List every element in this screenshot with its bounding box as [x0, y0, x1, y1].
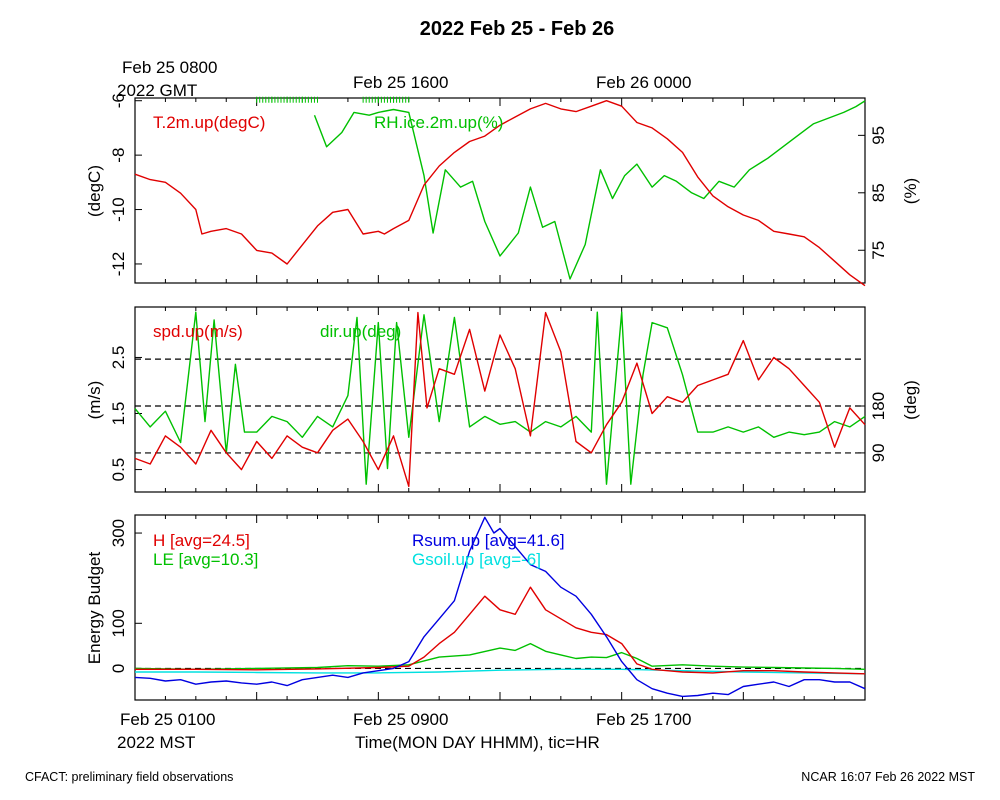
- y-tick-label: 0: [109, 664, 128, 673]
- panel2-left-axis-label: (m/s): [85, 381, 104, 420]
- figure-title: 2022 Feb 25 - Feb 26: [420, 18, 615, 40]
- panel2-time-ticks: [134, 307, 866, 492]
- y-tick-label: -12: [109, 252, 128, 277]
- y-tick-label: 300: [109, 519, 128, 547]
- footer-left: CFACT: preliminary field observations: [25, 770, 233, 784]
- panel1-legend-rh: RH.ice.2m.up(%): [374, 113, 503, 132]
- y-tick-label: 0.5: [109, 458, 128, 482]
- bottom-axis-label-2: Feb 25 0900: [353, 710, 448, 729]
- panel1-left-axis-label: (degC): [85, 165, 104, 217]
- y-tick-label: -8: [109, 148, 128, 163]
- gsoil-series-line: [135, 668, 866, 675]
- panel3-legend-gsoil: Gsoil.up [avg=-6]: [412, 550, 541, 569]
- y-tick-label: 75: [869, 241, 888, 260]
- temperature-series-line: [134, 99, 866, 287]
- direction-series-line: [134, 311, 866, 485]
- y-tick-label: 90: [869, 443, 888, 462]
- panel1-right-y-ticks: 95 85 75: [858, 126, 888, 260]
- panel1-right-axis-label: (%): [901, 178, 920, 204]
- panel1-series: [134, 96, 866, 287]
- y-tick-label: -10: [109, 197, 128, 222]
- y-tick-label: 180: [869, 392, 888, 420]
- bottom-axis-label-3: Feb 25 1700: [596, 710, 691, 729]
- panel3-legend-le: LE [avg=10.3]: [153, 550, 258, 569]
- y-tick-label: 1.5: [109, 402, 128, 426]
- top-axis-tz-label: 2022 GMT: [117, 81, 197, 100]
- le-series-line: [134, 642, 866, 670]
- top-axis-label-2: Feb 25 1600: [353, 73, 448, 92]
- speed-series-line: [134, 311, 866, 488]
- panel2-legend-speed: spd.up(m/s): [153, 322, 243, 341]
- bottom-axis-label-1: Feb 25 0100: [120, 710, 215, 729]
- panel1-left-y-ticks: -6 -8 -10 -12: [109, 93, 142, 276]
- panel1-legend-temperature: T.2m.up(degC): [153, 113, 265, 132]
- panel3-time-ticks: [134, 515, 866, 700]
- y-tick-label: -6: [109, 93, 128, 108]
- top-axis-label-3: Feb 26 0000: [596, 73, 691, 92]
- panel2-legend-direction: dir.up(deg): [320, 322, 401, 341]
- panel3-legend-h: H [avg=24.5]: [153, 531, 250, 550]
- panel3-series: [134, 516, 866, 698]
- y-tick-label: 2.5: [109, 346, 128, 370]
- panel3-axis-label: Energy Budget: [85, 551, 104, 664]
- top-axis-label-1: Feb 25 0800: [122, 58, 217, 77]
- temperature-rh-panel: -6 -8 -10 -12 95 85 75 T.2m.up(degC) RH.ice.2…: [85, 93, 920, 287]
- x-axis-title: Time(MON DAY HHMM), tic=HR: [355, 733, 600, 752]
- energy-budget-panel: 0 100 300 H [avg=24.5] LE [avg=10.3] Rsum.…: [85, 514, 866, 701]
- rh-series-line: [313, 100, 866, 280]
- y-tick-label: 85: [869, 183, 888, 202]
- panel2-left-y-ticks: 0.5 1.5 2.5: [109, 346, 142, 482]
- footer-right: NCAR 16:07 Feb 26 2022 MST: [801, 770, 975, 784]
- panel2-series: [134, 311, 866, 488]
- panel2-reference-lines: [135, 358, 865, 454]
- h-series-line: [135, 586, 866, 675]
- bottom-axis-tz-label: 2022 MST: [117, 733, 195, 752]
- panel2-right-axis-label: (deg): [901, 380, 920, 420]
- y-tick-label: 95: [869, 126, 888, 145]
- y-tick-label: 100: [109, 609, 128, 637]
- rsum-series-line: [134, 516, 866, 698]
- panel3-legend-rsum: Rsum.up [avg=41.6]: [412, 531, 565, 550]
- panel3-y-ticks: 0 100 300: [109, 519, 142, 673]
- panel2-right-y-ticks: 90 180: [858, 392, 888, 462]
